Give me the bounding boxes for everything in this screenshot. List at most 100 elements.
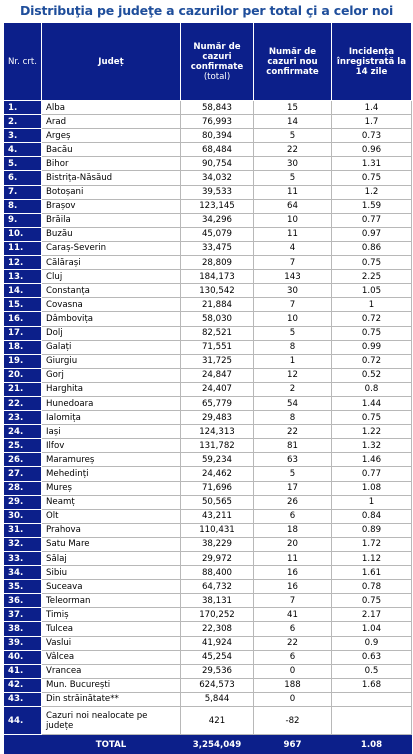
table-row: 16. Dâmbovița 58,030 10 0.72 [3,311,412,327]
row-noi: 22 [253,424,332,440]
row-total: 34,032 [180,170,254,186]
row-total: 80,394 [180,128,254,144]
row-incidenta: 1.7 [331,114,412,130]
row-judet: Sălaj [41,550,181,567]
row-incidenta: 0.75 [331,593,412,609]
row-judet: Galați [41,339,181,355]
row-judet: Satu Mare [41,536,181,553]
table-row: 34. Sibiu 88,400 16 1.61 [3,565,412,581]
row-total: 130,542 [180,283,254,299]
row-judet: Cluj [41,269,181,285]
row-total: 33,475 [180,240,254,257]
row-judet: Arad [41,114,181,130]
row-total: 50,565 [180,494,254,510]
table-row: 28. Mureș 71,696 17 1.08 [3,480,412,496]
row-total: 123,145 [180,198,254,214]
table-row: 31. Prahova 110,431 18 0.89 [3,522,412,538]
row-judet: Olt [41,508,181,524]
row-nr: 30. [3,508,42,524]
row-judet: Ialomița [41,410,181,426]
row-total: 58,030 [180,311,254,327]
row-noi: 5 [253,325,332,341]
row-judet: Giurgiu [41,353,181,369]
row-nr: 14. [3,283,42,299]
row-incidenta: 1.22 [331,424,412,440]
row-total: 39,533 [180,184,254,200]
table-row: 8. Brașov 123,145 64 1.59 [3,198,412,214]
row-noi: 11 [253,226,332,242]
row-nr: 37. [3,607,42,623]
page-title: Distribuţia pe judeţe a cazurilor per to… [19,3,394,18]
row-nr: 22. [3,395,42,412]
row-judet: Bihor [41,156,181,172]
row-nr: 10. [3,226,42,242]
row-nr: 4. [3,142,42,158]
row-nr: 15. [3,297,42,313]
header-nr: Nr. crt. [3,22,42,101]
row-total: 421 [180,706,254,736]
row-noi: -82 [253,706,332,736]
row-incidenta: 0.5 [331,663,412,679]
table-row: 40. Vâlcea 45,254 6 0.63 [3,649,412,665]
row-judet: Brăila [41,212,181,228]
row-nr: 31. [3,522,42,538]
row-nr: 39. [3,635,42,651]
table-row: 29. Neamț 50,565 26 1 [3,494,412,510]
row-incidenta: 0.8 [331,381,412,397]
row-noi: 41 [253,607,332,623]
row-nr: 20. [3,367,42,383]
row-incidenta: 0.78 [331,579,412,595]
row-noi: 7 [253,255,332,271]
table-row: 37. Timiș 170,252 41 2.17 [3,607,412,623]
row-noi: 0 [253,663,332,679]
table-row: 14. Constanța 130,542 30 1.05 [3,283,412,299]
row-noi: 8 [253,339,332,355]
table-row: 19. Giurgiu 31,725 1 0.72 [3,353,412,369]
row-nr: 19. [3,353,42,369]
row-judet: Tulcea [41,621,181,637]
row-incidenta: 0.75 [331,410,412,426]
row-total: 90,754 [180,156,254,172]
header-judet: Județ [41,22,181,101]
row-incidenta: 0.77 [331,212,412,228]
row-total: 624,573 [180,677,254,693]
row-judet: Vaslui [41,635,181,651]
table-header-row: Nr. crt. Județ Număr de cazuri confirmat… [3,22,412,101]
row-nr: 6. [3,170,42,186]
table-row: 23. Ialomița 29,483 8 0.75 [3,410,412,426]
row-judet: Din străinătate** [41,691,181,708]
row-total: 184,173 [180,269,254,285]
row-judet: Vrancea [41,663,181,679]
row-noi: 7 [253,297,332,313]
row-total: 45,254 [180,649,254,665]
row-judet: Neamț [41,494,181,510]
row-judet: Suceava [41,579,181,595]
row-incidenta: 0.99 [331,339,412,355]
row-nr: 35. [3,579,42,595]
row-noi: 0 [253,691,332,708]
row-total: 68,484 [180,142,254,158]
row-judet: Ilfov [41,438,181,454]
row-nr: 38. [3,621,42,637]
table-row: 25. Ilfov 131,782 81 1.32 [3,438,412,454]
row-nr: 40. [3,649,42,665]
row-noi: 30 [253,156,332,172]
table-row: 17. Dolj 82,521 5 0.75 [3,325,412,341]
row-noi: 14 [253,114,332,130]
row-noi: 10 [253,311,332,327]
row-incidenta: 1 [331,297,412,313]
row-nr: 43. [3,691,42,708]
table-row: 27. Mehedinți 24,462 5 0.77 [3,466,412,482]
row-incidenta: 0.75 [331,325,412,341]
row-noi: 4 [253,240,332,257]
row-noi: 6 [253,649,332,665]
row-nr: 42. [3,677,42,693]
row-total: 29,483 [180,410,254,426]
row-judet: Sibiu [41,565,181,581]
row-incidenta: 1.04 [331,621,412,637]
row-incidenta: 1.59 [331,198,412,214]
row-noi: 54 [253,395,332,412]
row-incidenta: 1.68 [331,677,412,693]
table-row: 39. Vaslui 41,924 22 0.9 [3,635,412,651]
row-incidenta: 0.75 [331,255,412,271]
